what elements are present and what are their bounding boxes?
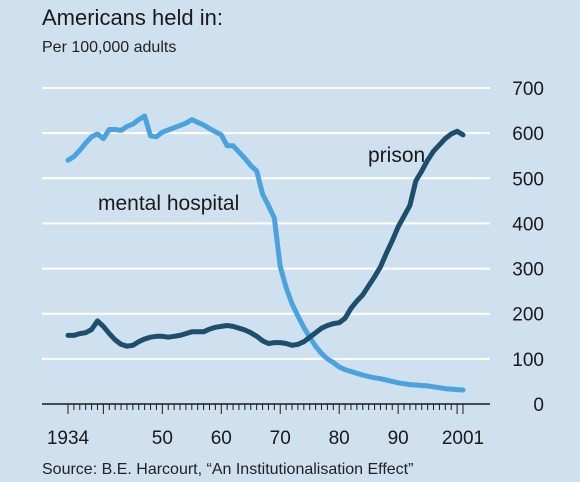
chart-source: Source: B.E. Harcourt, “An Institutional… bbox=[42, 461, 413, 478]
chart-title: Americans held in: bbox=[42, 5, 223, 30]
x-tick-label: 1934 bbox=[47, 428, 90, 449]
y-tick-label: 700 bbox=[512, 79, 544, 100]
annotation-mental-hospital: mental hospital bbox=[98, 192, 239, 215]
x-axis: 1934 50 60 70 80 90 2001 bbox=[42, 403, 490, 449]
series-lines bbox=[65, 113, 466, 393]
y-tick-label: 0 bbox=[533, 395, 544, 416]
y-tick-label: 200 bbox=[512, 305, 544, 326]
x-tick-label: 70 bbox=[270, 428, 291, 449]
y-tick-label: 500 bbox=[512, 169, 544, 190]
x-tick-label: 60 bbox=[211, 428, 232, 449]
gridlines bbox=[42, 87, 490, 360]
line-mental-hospital bbox=[65, 113, 466, 393]
y-axis-ticks: 0 100 200 300 400 500 600 700 bbox=[512, 79, 544, 416]
annotation-prison: prison bbox=[368, 144, 425, 167]
line-prison bbox=[65, 128, 466, 349]
x-tick-label: 50 bbox=[152, 428, 173, 449]
x-tick-label: 90 bbox=[388, 428, 409, 449]
y-tick-label: 300 bbox=[512, 260, 544, 281]
chart-subtitle: Per 100,000 adults bbox=[42, 39, 176, 56]
y-tick-label: 600 bbox=[512, 124, 544, 145]
x-tick-label: 80 bbox=[329, 428, 350, 449]
y-tick-label: 100 bbox=[512, 350, 544, 371]
x-tick-label: 2001 bbox=[442, 428, 484, 449]
y-tick-label: 400 bbox=[512, 214, 544, 235]
